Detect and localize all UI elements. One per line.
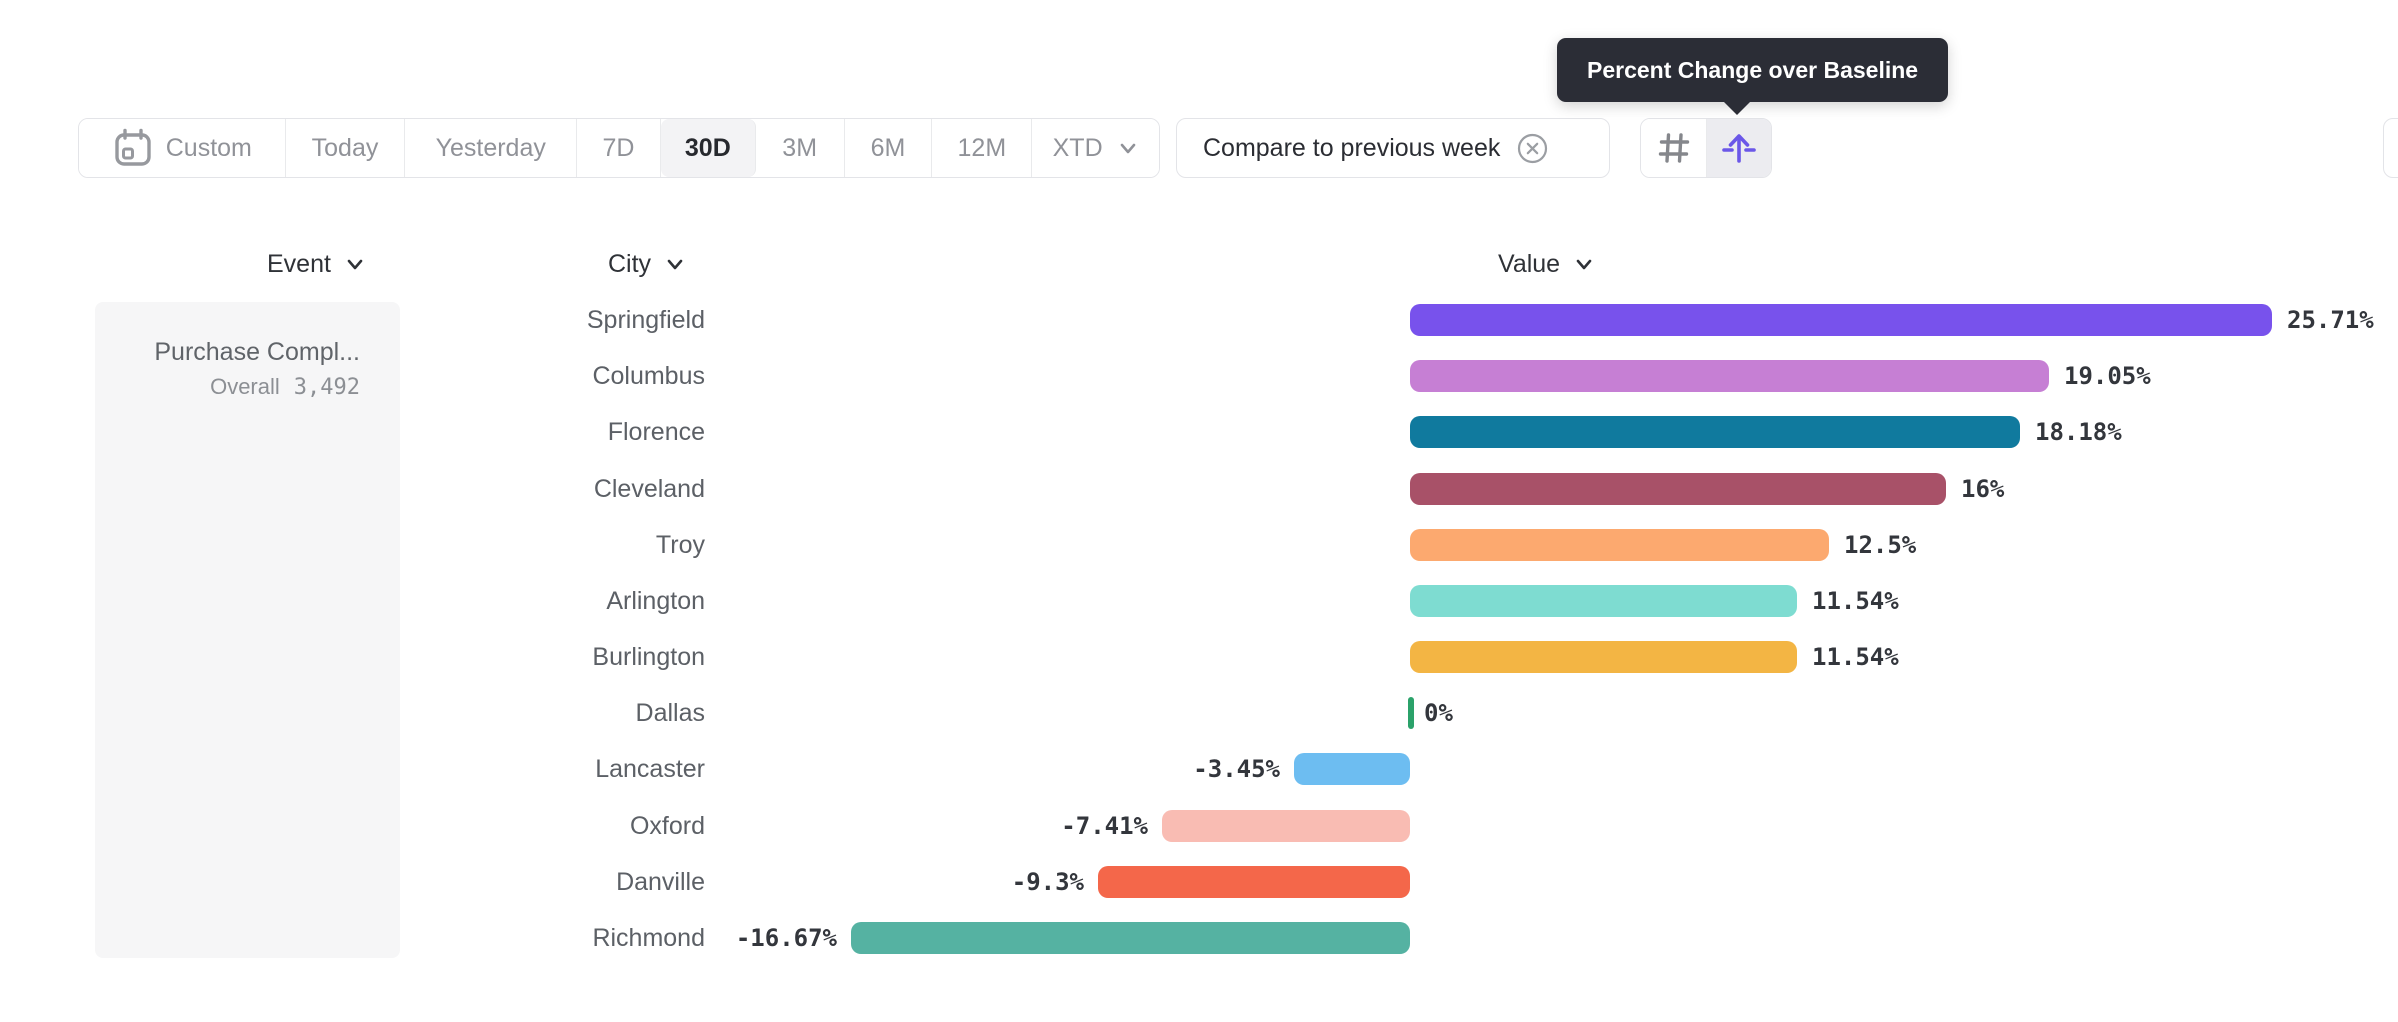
event-title: Purchase Compl... xyxy=(154,338,360,366)
city-label: Troy xyxy=(655,531,705,559)
value-bar[interactable] xyxy=(1410,529,1829,561)
tooltip: Percent Change over Baseline xyxy=(1557,38,1949,102)
date-range-button[interactable]: 30D xyxy=(660,119,756,177)
date-range-label: 6M xyxy=(870,133,906,162)
value-bar[interactable] xyxy=(851,922,1410,954)
city-label: Florence xyxy=(607,418,705,446)
baseline-arrow-icon xyxy=(1717,126,1761,170)
date-range-button[interactable]: XTD xyxy=(1032,119,1159,177)
city-label: Dallas xyxy=(635,699,705,727)
date-range-label: 12M xyxy=(957,133,1007,162)
date-range-button[interactable]: Yesterday xyxy=(405,119,578,177)
value-bar[interactable] xyxy=(1098,866,1410,898)
chart-row: Columbus 19.05% xyxy=(0,348,2398,404)
date-range-button[interactable]: Custom xyxy=(79,119,286,177)
tooltip-text: Percent Change over Baseline xyxy=(1587,56,1919,83)
city-header-label: City xyxy=(608,249,652,278)
tooltip-caret xyxy=(1722,100,1752,115)
city-label: Columbus xyxy=(592,362,705,390)
city-label: Oxford xyxy=(629,812,705,840)
value-label: -3.45% xyxy=(1193,755,1280,783)
clipped-edge-button[interactable] xyxy=(2383,118,2398,178)
circle-x-icon[interactable] xyxy=(1516,132,1549,165)
date-range-button[interactable]: 3M xyxy=(755,119,845,177)
city-label: Lancaster xyxy=(595,755,705,783)
date-range-label: Custom xyxy=(165,133,252,162)
value-label: -9.3% xyxy=(1011,868,1084,896)
event-overall: Overall 3,492 xyxy=(105,374,360,400)
date-range-label: 3M xyxy=(782,133,818,162)
date-range-label: 7D xyxy=(602,133,635,162)
chevron-down-icon xyxy=(344,253,366,275)
hash-icon xyxy=(1654,128,1694,168)
chevron-down-icon xyxy=(1117,137,1139,159)
city-label: Burlington xyxy=(592,643,705,671)
city-label: Cleveland xyxy=(593,475,705,503)
overall-label: Overall xyxy=(210,374,280,399)
value-label: 0% xyxy=(1424,699,1453,727)
value-label: 12.5% xyxy=(1844,531,1917,559)
value-label: 11.54% xyxy=(1812,587,1899,615)
value-bar[interactable] xyxy=(1410,304,2272,336)
chart-row: Dallas 0% xyxy=(0,685,2398,741)
chart-row: Cleveland 16% xyxy=(0,461,2398,517)
value-column-header[interactable]: Value xyxy=(1498,248,1595,280)
chevron-down-icon xyxy=(664,253,686,275)
percent-change-view-button[interactable] xyxy=(1706,119,1771,177)
event-card[interactable]: Purchase Compl... Overall 3,492 xyxy=(95,302,400,958)
date-range-label: Yesterday xyxy=(435,133,546,162)
value-bar[interactable] xyxy=(1408,697,1414,729)
value-header-label: Value xyxy=(1498,249,1561,278)
date-range-button[interactable]: 7D xyxy=(577,119,661,177)
chart-row: Lancaster -3.45% xyxy=(0,741,2398,797)
chart-row: Danville -9.3% xyxy=(0,854,2398,910)
compare-chip[interactable]: Compare to previous week xyxy=(1176,118,1610,178)
value-label: -7.41% xyxy=(1061,812,1148,840)
chart-row: Burlington 11.54% xyxy=(0,629,2398,685)
value-bar[interactable] xyxy=(1162,810,1410,842)
city-label: Danville xyxy=(616,868,705,896)
date-range-label: XTD xyxy=(1052,133,1103,162)
city-label: Springfield xyxy=(586,306,705,334)
value-bar[interactable] xyxy=(1410,360,2049,392)
date-range-label: Today xyxy=(311,133,379,162)
calendar-icon xyxy=(112,127,154,169)
value-label: -16.67% xyxy=(735,924,837,952)
chart-view-toggle xyxy=(1640,118,1772,178)
date-range-button[interactable]: Today xyxy=(285,119,406,177)
chart-row: Arlington 11.54% xyxy=(0,573,2398,629)
value-bar[interactable] xyxy=(1294,753,1410,785)
value-bar[interactable] xyxy=(1410,473,1946,505)
compare-chip-label: Compare to previous week xyxy=(1203,133,1501,162)
city-label: Arlington xyxy=(606,587,705,615)
city-column-header[interactable]: City xyxy=(608,248,686,280)
chart-row: Florence 18.18% xyxy=(0,404,2398,460)
chart-row: Springfield 25.71% xyxy=(0,292,2398,348)
value-label: 18.18% xyxy=(2035,418,2122,446)
event-header-label: Event xyxy=(267,249,331,278)
value-label: 19.05% xyxy=(2064,362,2151,390)
chart-row: Oxford -7.41% xyxy=(0,798,2398,854)
date-range-selector: Custom Today xyxy=(78,118,1160,178)
chart-row: Richmond -16.67% xyxy=(0,910,2398,966)
city-label: Richmond xyxy=(592,924,705,952)
chart-row: Troy 12.5% xyxy=(0,517,2398,573)
chevron-down-icon xyxy=(1573,253,1595,275)
value-bar[interactable] xyxy=(1410,416,2020,448)
overall-value: 3,492 xyxy=(293,375,360,400)
value-bar[interactable] xyxy=(1410,585,1797,617)
value-bar[interactable] xyxy=(1410,641,1797,673)
date-range-button[interactable]: 6M xyxy=(844,119,933,177)
event-column-header[interactable]: Event xyxy=(267,248,366,280)
value-label: 11.54% xyxy=(1812,643,1899,671)
numeric-view-button[interactable] xyxy=(1641,119,1706,177)
value-label: 25.71% xyxy=(2287,306,2374,334)
value-label: 16% xyxy=(1961,475,2005,503)
date-range-label: 30D xyxy=(684,133,731,162)
date-range-button[interactable]: 12M xyxy=(932,119,1033,177)
